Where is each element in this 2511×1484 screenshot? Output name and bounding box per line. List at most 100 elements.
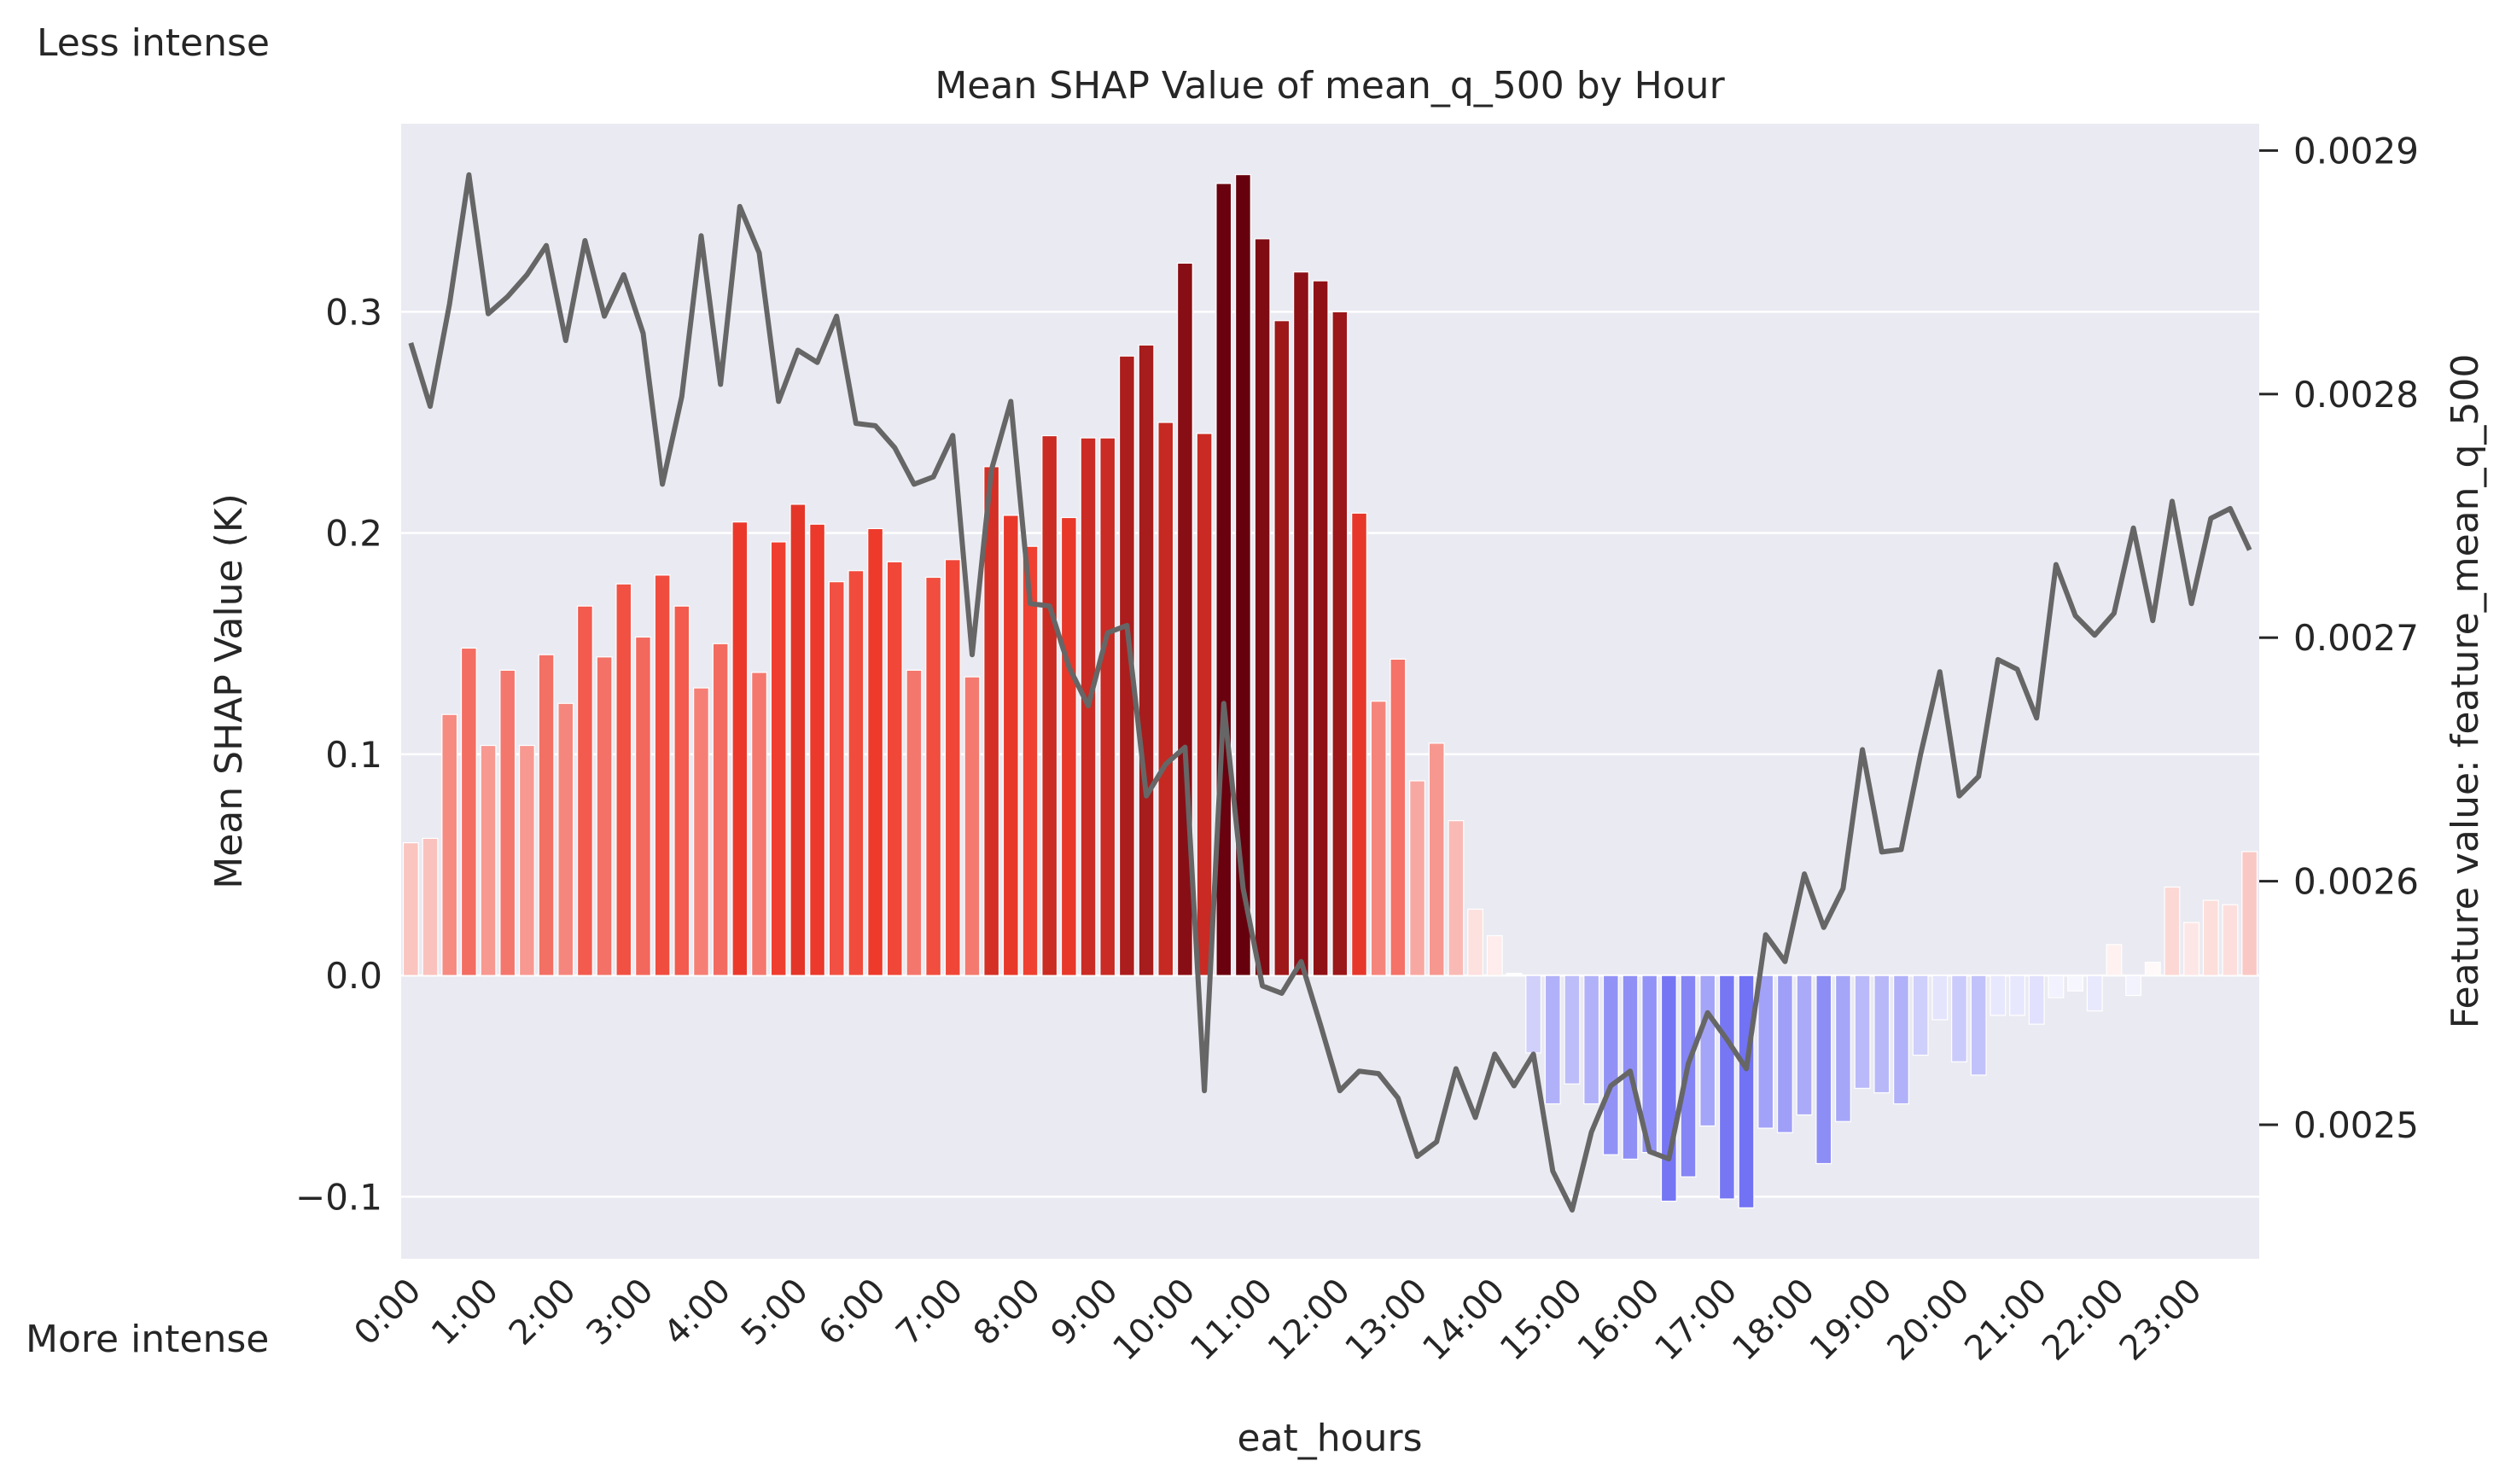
bar [1873,975,1891,1094]
bar [1834,975,1851,1122]
y2-axis-ticks: 0.0025 0.0026 0.0027 0.0028 0.0029 [2259,130,2419,1146]
bar [886,561,903,976]
y-tick-label: −0.1 [295,1176,382,1218]
bar [2067,975,2084,992]
x-tick-label: 14:00 [1415,1272,1512,1369]
bar [422,837,439,976]
bar [1138,344,1155,976]
x-tick-label: 7:00 [888,1272,970,1353]
x-tick-label: 15:00 [1493,1272,1590,1369]
x-tick-label: 19:00 [1803,1272,1900,1369]
bar [809,523,826,976]
y-axis-ticks: −0.1 0.0 0.1 0.2 0.3 [295,291,382,1218]
x-tick-label: 2:00 [502,1272,584,1353]
feature-line-path [408,172,2252,1213]
y2-tick-label: 0.0029 [2293,130,2419,172]
x-tick-label: 13:00 [1338,1272,1436,1369]
bar [2202,899,2219,976]
bar [1467,908,1484,976]
bar [654,574,671,976]
bar [693,687,709,976]
bar [2086,975,2103,1012]
y-tick-label: 0.2 [325,513,382,555]
bar [2009,975,2025,1016]
x-tick-label: 21:00 [1957,1272,2054,1369]
bar [1854,975,1871,1089]
bar [2241,851,2258,976]
y-axis-label: Mean SHAP Value (K) [207,493,251,889]
bar [770,541,787,976]
bar [828,581,845,976]
bar [1951,975,1967,1062]
bar [499,669,516,976]
bar [596,656,613,976]
bar [1525,975,1542,1054]
bar [848,570,865,976]
y-tick-label: 0.1 [325,734,382,776]
bar [1370,701,1387,976]
bar [1699,975,1716,1127]
bar [751,672,767,976]
x-tick-label: 11:00 [1183,1272,1280,1369]
bar [1506,972,1523,976]
bar [1893,975,1909,1105]
bar [1738,975,1755,1208]
x-tick-label: 8:00 [966,1272,1048,1353]
bar [635,636,651,976]
bar [2144,961,2161,976]
bar [2048,975,2065,998]
bar [1254,238,1271,976]
bar [1351,512,1367,976]
bar [615,583,632,976]
x-tick-label: 22:00 [2035,1272,2132,1369]
bar [1428,742,1445,976]
bar [1331,311,1349,976]
bar [538,654,555,976]
x-tick-label: 18:00 [1725,1272,1822,1369]
bar [2222,904,2239,976]
y2-tick-label: 0.0026 [2293,861,2419,903]
bar [1293,271,1309,976]
y2-axis-label: Feature value: feature_mean_q_500 [2444,354,2487,1029]
annotation-less-intense: Less intense [37,21,270,65]
bar [2106,944,2123,976]
annotation-more-intense: More intense [26,1318,269,1361]
bar [1157,422,1174,976]
y2-tick-label: 0.0028 [2293,374,2419,416]
bar [1002,515,1019,976]
x-tick-label: 10:00 [1105,1272,1203,1369]
chart-title: Mean SHAP Value of mean_q_500 by Hour [935,64,1725,108]
y2-tick-label: 0.0025 [2293,1104,2419,1146]
bar [1602,975,1619,1155]
x-tick-label: 12:00 [1261,1272,1358,1369]
y-tick-label: 0.3 [325,291,382,333]
bar [1718,975,1735,1200]
bar [1041,434,1058,976]
bar [1235,174,1251,976]
bar [480,744,497,976]
x-tick-label: 4:00 [656,1272,738,1353]
x-tick-label: 20:00 [1880,1272,1978,1369]
bar [1544,975,1561,1105]
x-tick-label: 5:00 [734,1272,816,1353]
bar [2183,922,2200,976]
bar [867,527,884,976]
bar [1564,975,1581,1085]
x-tick-label: 3:00 [579,1272,661,1353]
bar [1660,975,1677,1202]
bar [1099,437,1116,976]
bar [1990,975,2007,1016]
x-tick-label: 16:00 [1570,1272,1668,1369]
bar [1815,975,1832,1165]
bar [925,576,942,976]
bar [1757,975,1774,1129]
bar [402,841,419,976]
bar [944,559,961,976]
bar [906,669,923,976]
y-tick-label: 0.0 [325,955,382,997]
x-tick-label: 0:00 [347,1272,428,1353]
x-tick-label: 6:00 [812,1272,894,1353]
bar [1118,355,1135,976]
bar [1196,433,1213,976]
x-axis-label: eat_hours [1238,1417,1423,1460]
